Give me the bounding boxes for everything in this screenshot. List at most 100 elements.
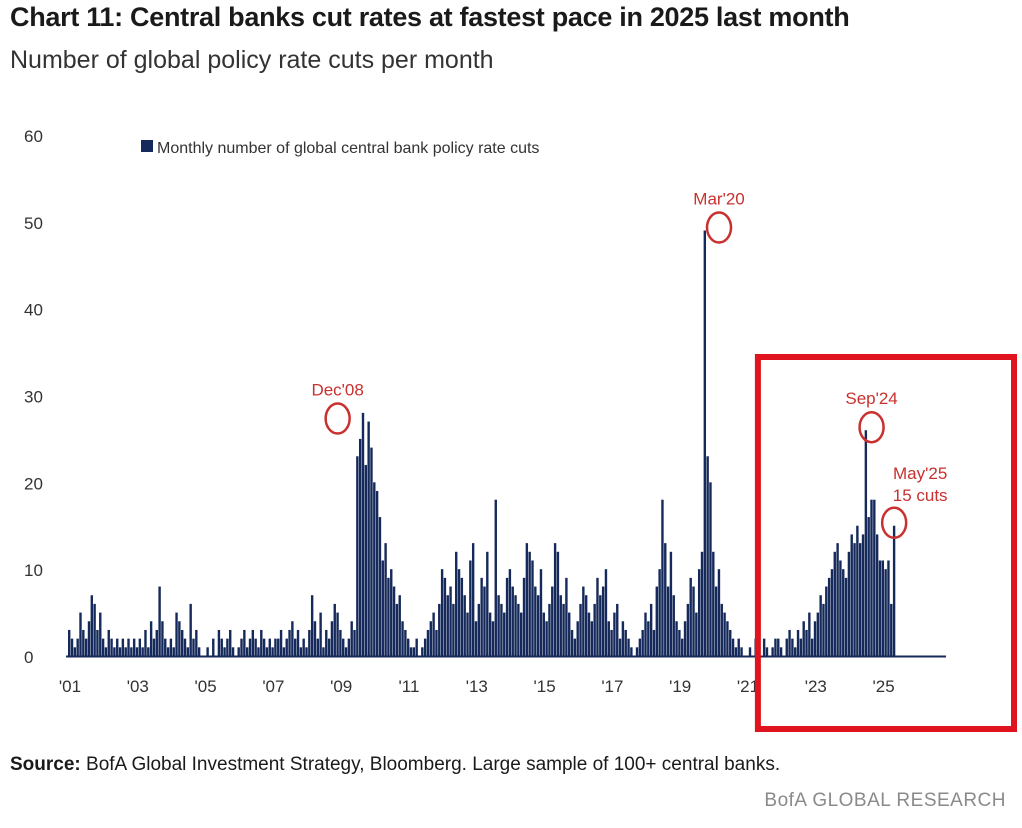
bar <box>681 638 684 656</box>
x-tick-label: '03 <box>127 677 149 696</box>
bar <box>226 638 229 656</box>
bar <box>82 629 85 656</box>
bar <box>409 647 413 656</box>
bar <box>604 569 608 656</box>
bar <box>827 577 831 656</box>
bar <box>432 612 435 656</box>
bar <box>486 551 489 656</box>
bar <box>695 612 698 656</box>
bar <box>353 629 356 656</box>
bar <box>172 647 175 656</box>
bar <box>652 629 656 656</box>
bar <box>435 629 438 656</box>
bar <box>887 560 890 656</box>
bar <box>429 621 432 656</box>
bar <box>415 638 418 656</box>
bar <box>748 647 752 656</box>
bar <box>853 543 856 656</box>
bar <box>381 560 384 656</box>
bar <box>477 603 481 656</box>
x-tick-label: '21 <box>737 677 759 696</box>
bar <box>248 638 252 656</box>
bar <box>505 577 509 656</box>
bar <box>839 560 842 656</box>
bar <box>308 629 311 656</box>
bar <box>785 638 788 656</box>
bar <box>491 621 495 656</box>
bar <box>452 603 455 656</box>
bar <box>440 569 444 656</box>
bar <box>556 551 560 656</box>
bar <box>813 621 817 656</box>
bar <box>517 603 520 656</box>
bar <box>774 638 777 656</box>
bar <box>833 551 836 656</box>
bar <box>342 638 345 656</box>
bar <box>613 612 616 656</box>
bar <box>712 551 715 656</box>
bar <box>455 551 458 656</box>
bar <box>528 551 531 656</box>
bar <box>497 595 500 656</box>
bar <box>890 603 893 656</box>
bar <box>271 647 274 656</box>
bar <box>864 430 868 656</box>
bar <box>700 551 704 656</box>
bar <box>274 638 277 656</box>
bar <box>164 638 167 656</box>
bar <box>675 621 678 656</box>
bar <box>565 577 568 656</box>
bar <box>423 638 427 656</box>
bar <box>79 612 82 656</box>
bar <box>169 638 173 656</box>
bar <box>706 456 709 656</box>
bar <box>212 638 215 656</box>
bar <box>390 569 393 656</box>
bar <box>655 586 658 656</box>
bar <box>709 482 712 656</box>
bar <box>878 560 882 656</box>
bar <box>322 647 325 656</box>
bar <box>299 647 303 656</box>
bar <box>104 647 108 656</box>
annotation-label: Mar'20 <box>693 190 744 209</box>
bar <box>113 647 116 656</box>
x-tick-label: '07 <box>262 677 284 696</box>
bar <box>313 621 317 656</box>
bar <box>319 612 322 656</box>
bar <box>350 621 353 656</box>
bar <box>726 621 729 656</box>
bar <box>734 647 738 656</box>
bar <box>850 534 853 656</box>
bar <box>206 647 209 656</box>
bar <box>717 569 721 656</box>
source-note: Source: BofA Global Investment Strategy,… <box>10 754 780 776</box>
bar <box>548 603 551 656</box>
bar <box>302 638 305 656</box>
bar <box>339 629 342 656</box>
annotation-circle <box>858 410 885 444</box>
bar <box>245 647 249 656</box>
bar <box>503 612 506 656</box>
bar <box>68 629 71 656</box>
bar <box>630 647 633 656</box>
bar <box>799 638 803 656</box>
x-tick-label: '19 <box>669 677 691 696</box>
x-tick-label: '15 <box>534 677 556 696</box>
bar <box>121 638 125 656</box>
y-tick-label: 40 <box>24 301 43 320</box>
bar <box>469 560 472 656</box>
bar <box>195 629 198 656</box>
bar <box>593 603 596 656</box>
bar <box>240 638 243 656</box>
annotation-circle <box>324 402 351 435</box>
bar <box>101 638 105 656</box>
bar-series <box>68 230 896 656</box>
bar <box>260 629 263 656</box>
bar <box>387 577 390 656</box>
bar <box>161 621 164 656</box>
bar <box>616 603 619 656</box>
y-axis: 0 10 20 30 40 50 60 <box>24 127 43 667</box>
bar <box>892 525 896 656</box>
bar <box>500 603 503 656</box>
